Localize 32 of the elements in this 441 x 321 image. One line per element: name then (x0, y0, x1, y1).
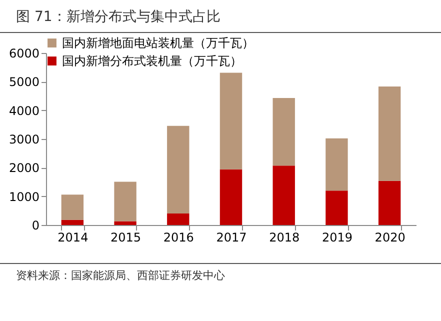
y-tick-label: 1000 (8, 190, 40, 204)
bar (220, 169, 242, 225)
bar (272, 98, 295, 166)
x-tick-label: 2019 (322, 230, 352, 244)
bar (272, 166, 295, 225)
legend-label: 国内新增地面电站装机量（万千瓦） (62, 36, 254, 50)
y-tick-label: 0 (32, 218, 40, 232)
x-tick-label: 2018 (269, 230, 300, 244)
x-tick-label: 2016 (163, 230, 194, 244)
bar (114, 221, 136, 225)
bar (167, 214, 190, 225)
y-tick-label: 6000 (8, 46, 40, 60)
y-tick-label: 5000 (8, 75, 40, 90)
x-tick-label: 2014 (58, 230, 88, 244)
chart-title: 图 71：新增分布式与集中式占比 (0, 0, 441, 33)
x-tick-label: 2017 (216, 230, 247, 244)
bar (61, 194, 84, 220)
y-tick-label: 3000 (8, 132, 40, 146)
bar (114, 182, 136, 222)
bar (167, 126, 190, 214)
bar (220, 72, 242, 170)
bar (61, 220, 84, 225)
bar (326, 190, 348, 225)
bar (326, 138, 348, 191)
text: 资料来源：国家能源局、西部证券研发中心 (0, 263, 441, 287)
x-tick-label: 2020 (374, 230, 406, 244)
y-tick-label: 4000 (8, 104, 40, 118)
bar (378, 86, 401, 181)
y-tick-label: 2000 (8, 161, 40, 176)
x-tick-label: 2015 (110, 230, 142, 244)
legend-label: 国内新增分布式装机量（万千瓦） (62, 54, 242, 68)
bar (378, 180, 401, 225)
